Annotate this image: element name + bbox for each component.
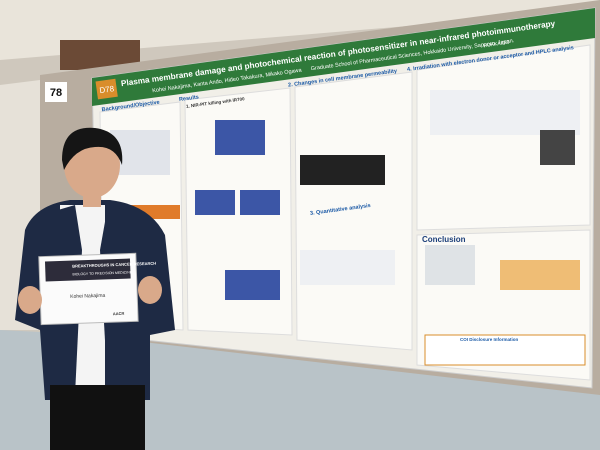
section-heading: COI Disclosure Information bbox=[460, 337, 519, 342]
ceiling bbox=[0, 0, 600, 60]
poster-id: D78 bbox=[99, 84, 115, 95]
board-number: 78 bbox=[50, 87, 62, 99]
poster-logo: HOKKAIDO bbox=[483, 40, 510, 50]
section-heading: Results bbox=[179, 94, 199, 103]
certificate-org: AACR bbox=[113, 311, 125, 316]
certificate-subheading: BIOLOGY TO PRECISION MEDICINE bbox=[72, 270, 132, 276]
certificate-banner bbox=[44, 258, 131, 282]
certificate-heading: BREAKTHROUGHS IN CANCER RESEARCH bbox=[72, 261, 156, 269]
poster-header bbox=[92, 8, 595, 106]
certificate-name: Kohei Nakajima bbox=[70, 293, 105, 300]
section-heading: Conclusion bbox=[422, 235, 466, 244]
board-number-card bbox=[45, 82, 67, 102]
poster-id-box bbox=[95, 78, 118, 100]
left-hand bbox=[18, 286, 42, 314]
right-hand bbox=[138, 276, 162, 304]
